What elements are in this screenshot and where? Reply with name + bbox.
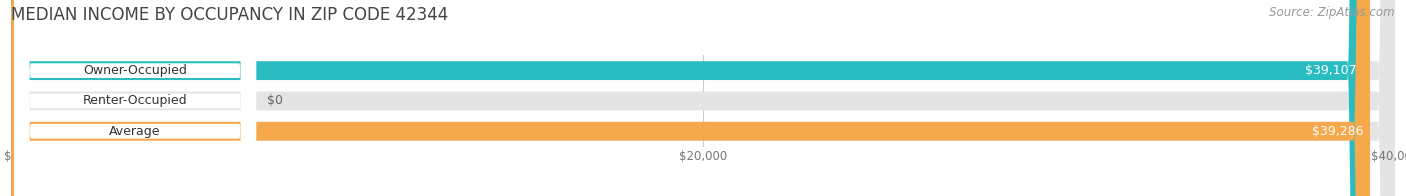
FancyBboxPatch shape [11,0,1395,196]
FancyBboxPatch shape [11,0,1364,196]
FancyBboxPatch shape [11,0,1369,196]
FancyBboxPatch shape [14,0,256,196]
FancyBboxPatch shape [11,0,1395,196]
Text: $0: $0 [267,94,283,107]
Text: Renter-Occupied: Renter-Occupied [83,94,187,107]
Text: Average: Average [110,125,160,138]
FancyBboxPatch shape [14,0,256,196]
Text: $39,286: $39,286 [1312,125,1364,138]
Text: Owner-Occupied: Owner-Occupied [83,64,187,77]
Text: Source: ZipAtlas.com: Source: ZipAtlas.com [1270,6,1395,19]
Text: $39,107: $39,107 [1305,64,1357,77]
Text: MEDIAN INCOME BY OCCUPANCY IN ZIP CODE 42344: MEDIAN INCOME BY OCCUPANCY IN ZIP CODE 4… [11,6,449,24]
FancyBboxPatch shape [11,0,1395,196]
FancyBboxPatch shape [14,0,256,196]
